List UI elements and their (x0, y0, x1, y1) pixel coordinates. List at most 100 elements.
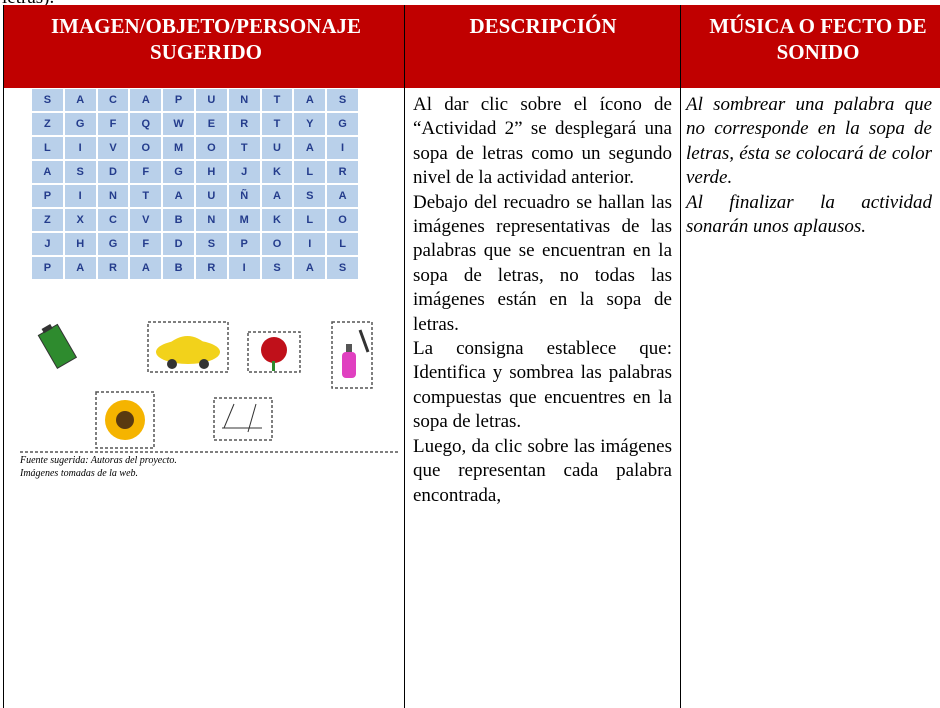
letter-cell: I (327, 137, 358, 159)
border (3, 5, 4, 708)
letter-cell: O (130, 137, 162, 159)
letter-cell: Q (130, 113, 162, 135)
paragraph: Al sombrear una palabra que no correspon… (686, 94, 932, 189)
letter-cell: L (327, 233, 358, 255)
letter-cell: P (32, 257, 63, 279)
letter-cell: A (163, 185, 194, 207)
caption: Fuente sugerida: Autoras del proyecto. (20, 455, 177, 466)
table-header: IMAGEN/OBJETO/PERSONAJE SUGERIDO DESCRIP… (3, 5, 940, 88)
letter-cell: Ñ (228, 185, 260, 207)
letter-cell: V (130, 209, 162, 231)
letter-cell: S (261, 257, 293, 279)
sound: Al sombrear una palabra que no correspon… (686, 93, 932, 239)
paragraph: La consigna establece que: Identifica y … (413, 338, 672, 433)
letter-cell: O (261, 233, 293, 255)
letter-cell: H (64, 233, 96, 255)
letter-cell: I (64, 185, 96, 207)
letter-cell: I (64, 137, 96, 159)
header-cell: IMAGEN/OBJETO/PERSONAJE SUGERIDO (51, 14, 361, 64)
border (404, 5, 405, 708)
letter-cell: Z (32, 113, 63, 135)
letter-cell: A (327, 185, 358, 207)
letter-cell: D (97, 161, 129, 183)
letter-cell: S (195, 233, 227, 255)
letter-cell: G (327, 113, 358, 135)
letter-cell: A (294, 137, 326, 159)
letter-cell: J (228, 161, 260, 183)
letter-cell: M (163, 137, 194, 159)
letter-cell: O (195, 137, 227, 159)
letter-cell: A (32, 161, 63, 183)
letter-cell: T (261, 113, 293, 135)
letter-cell: T (261, 89, 293, 111)
description: Al dar clic sobre el ícono de “Actividad… (413, 93, 672, 508)
letter-cell: F (97, 113, 129, 135)
letter-cell: L (294, 161, 326, 183)
letter-cell: P (163, 89, 194, 111)
paragraph: Luego, da clic sobre las imágenes que re… (413, 435, 672, 506)
letter-cell: X (64, 209, 96, 231)
letter-cell: S (64, 161, 96, 183)
letter-cell: T (130, 185, 162, 207)
letter-cell: T (228, 137, 260, 159)
letter-cell: G (64, 113, 96, 135)
header-cell: MÚSICA O FECTO DE SONIDO (709, 14, 927, 64)
letter-cell: V (97, 137, 129, 159)
letter-cell: I (294, 233, 326, 255)
letter-cell: A (130, 89, 162, 111)
letter-cell: F (130, 161, 162, 183)
letter-cell: O (327, 209, 358, 231)
letter-cell: U (195, 185, 227, 207)
letter-cell: L (32, 137, 63, 159)
letter-cell: K (261, 209, 293, 231)
header-cell: DESCRIPCIÓN (469, 14, 617, 38)
border (680, 5, 681, 708)
letter-cell: A (294, 257, 326, 279)
letter-cell: S (327, 257, 358, 279)
letter-cell: W (163, 113, 194, 135)
letter-cell: N (97, 185, 129, 207)
letter-cell: A (261, 185, 293, 207)
letter-cell: H (195, 161, 227, 183)
letter-cell: M (228, 209, 260, 231)
letter-cell: A (64, 257, 96, 279)
letter-cell: R (97, 257, 129, 279)
letter-cell: G (163, 161, 194, 183)
paragraph: Al dar clic sobre el ícono de “Actividad… (413, 94, 672, 189)
paragraph: Debajo del recuadro se hallan las imágen… (413, 191, 672, 335)
letter-cell: U (195, 89, 227, 111)
letter-cell: I (228, 257, 260, 279)
letter-cell: Y (294, 113, 326, 135)
letter-cell: N (228, 89, 260, 111)
letter-cell: N (195, 209, 227, 231)
caption: Imágenes tomadas de la web. (20, 468, 139, 479)
letter-cell: S (294, 185, 326, 207)
letter-cell: C (97, 209, 129, 231)
top-text: letras). (2, 0, 54, 9)
letter-cell: C (97, 89, 129, 111)
letter-cell: P (32, 185, 63, 207)
letter-cell: L (294, 209, 326, 231)
letter-cell: B (163, 209, 194, 231)
letter-cell: A (130, 257, 162, 279)
letter-cell: A (294, 89, 326, 111)
letter-cell: S (32, 89, 63, 111)
letter-cell: G (97, 233, 129, 255)
letter-cell: Z (32, 209, 63, 231)
letter-cell: R (327, 161, 358, 183)
letter-cell: K (261, 161, 293, 183)
paragraph: Al finalizar la actividad sonarán unos a… (686, 191, 932, 238)
illustrations (20, 321, 398, 453)
letter-cell: B (163, 257, 194, 279)
letter-cell: J (32, 233, 63, 255)
letter-cell: A (64, 89, 96, 111)
letter-cell: U (261, 137, 293, 159)
letter-cell: S (327, 89, 358, 111)
letter-cell: D (163, 233, 194, 255)
letter-cell: F (130, 233, 162, 255)
letter-cell: E (195, 113, 227, 135)
letter-cell: R (195, 257, 227, 279)
letter-cell: P (228, 233, 260, 255)
